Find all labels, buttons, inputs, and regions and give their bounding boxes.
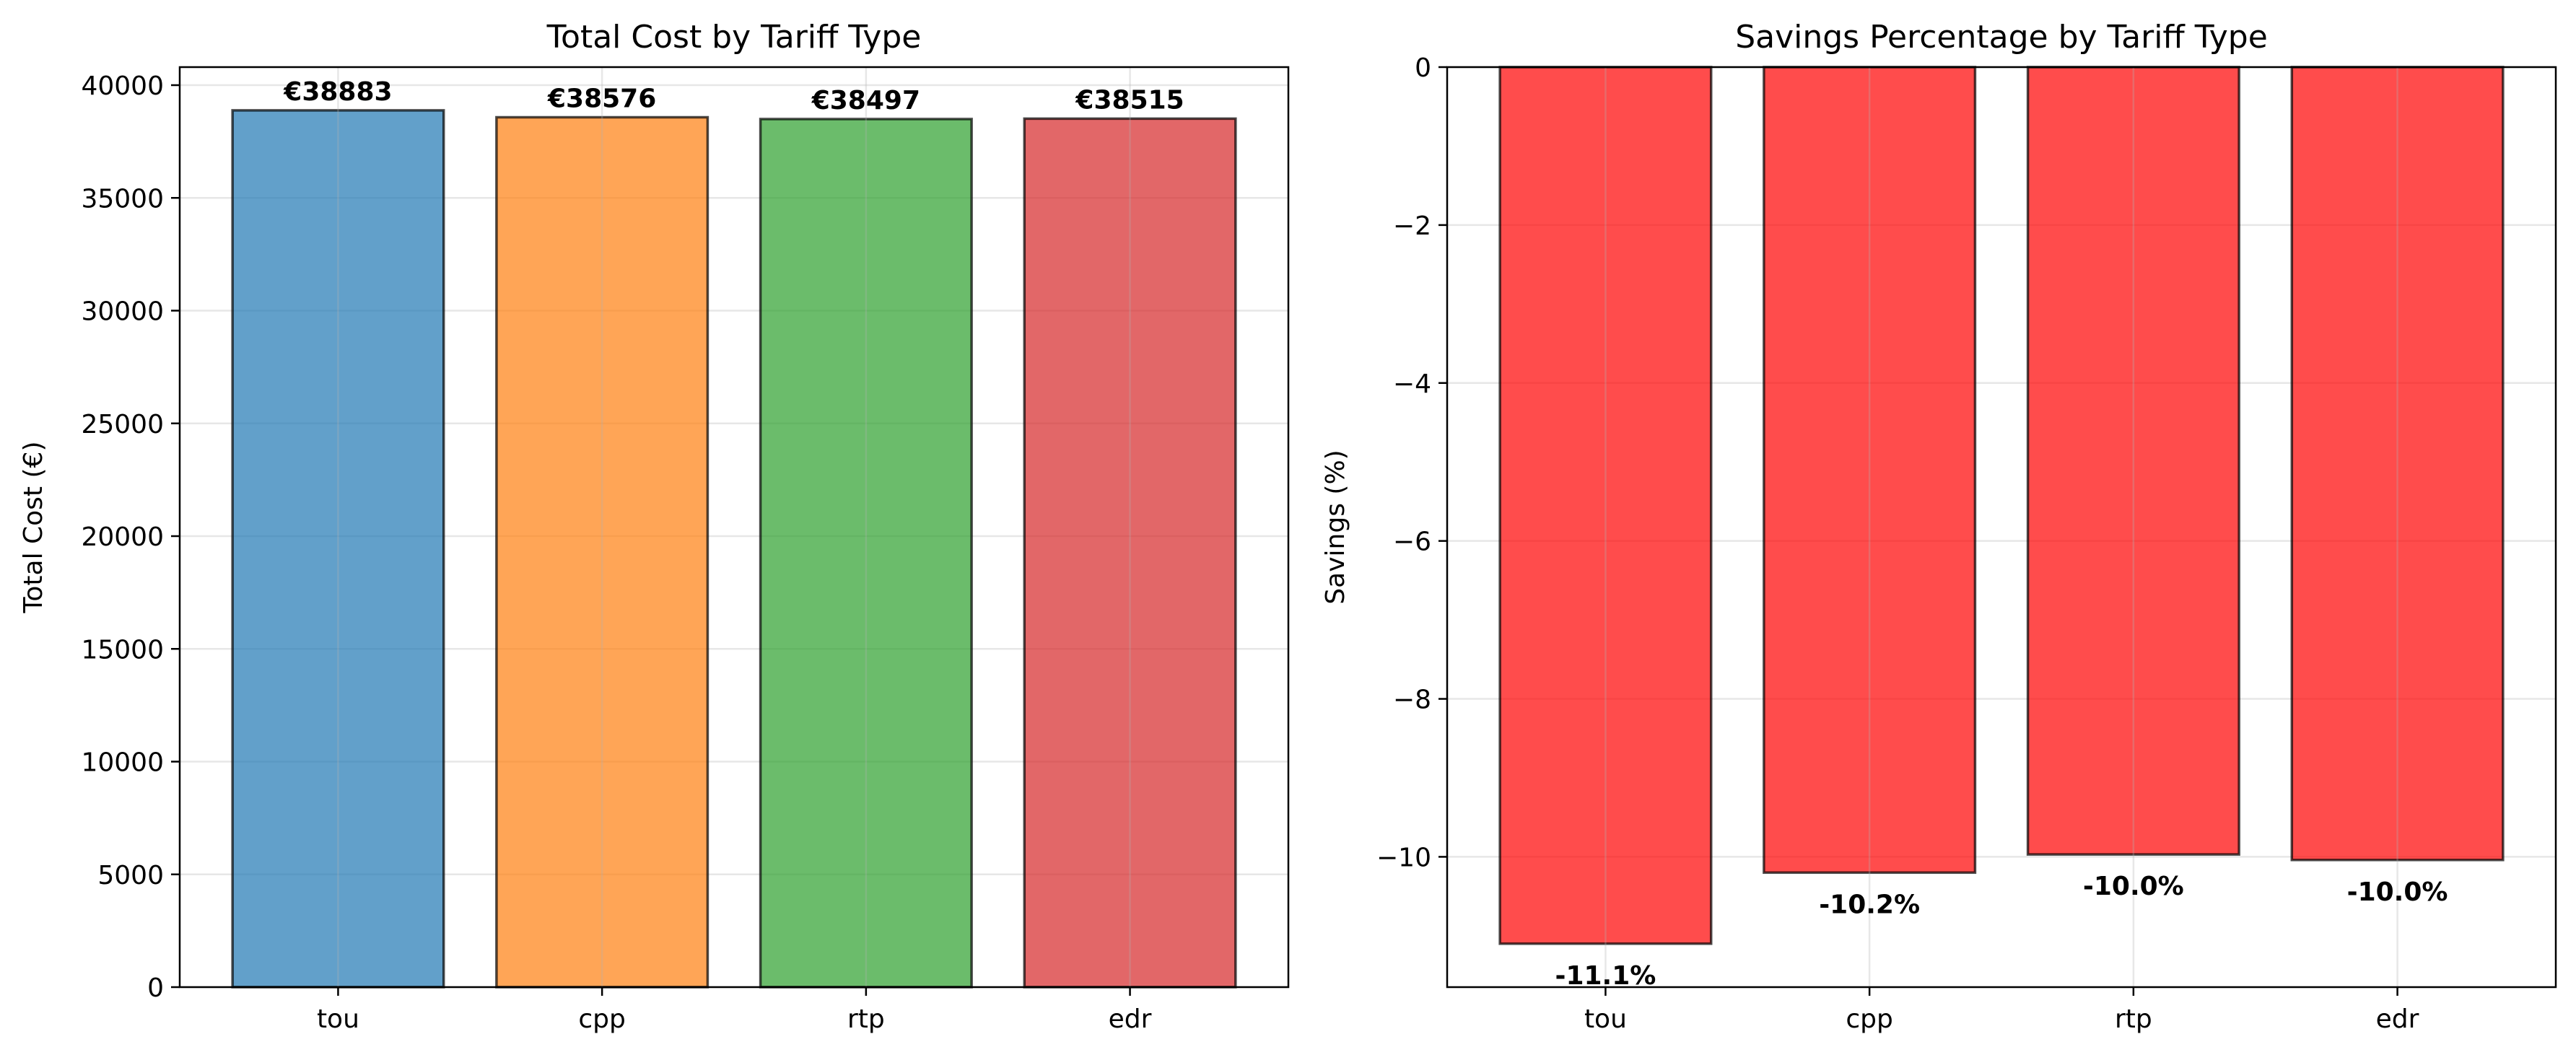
x-tick-label-cpp: cpp bbox=[578, 1004, 626, 1034]
value-label-edr: -10.0% bbox=[2347, 877, 2448, 907]
x-tick-label-tou: tou bbox=[317, 1004, 359, 1034]
y-tick-label: −2 bbox=[1393, 211, 1431, 241]
value-label-rtp: €38497 bbox=[811, 86, 920, 115]
value-label-tou: €38883 bbox=[283, 77, 392, 107]
y-tick-label: 0 bbox=[147, 973, 164, 1003]
bar-rtp bbox=[2026, 66, 2240, 856]
y-tick-label: −6 bbox=[1393, 527, 1431, 557]
x-tick-label-rtp: rtp bbox=[2115, 1004, 2152, 1034]
x-tick-label-cpp: cpp bbox=[1846, 1004, 1893, 1034]
y-tick-label: −4 bbox=[1393, 369, 1431, 399]
plot-frame bbox=[178, 66, 1290, 989]
y-tick-label: 5000 bbox=[97, 861, 164, 890]
y-tick-label: 35000 bbox=[81, 184, 164, 214]
bar-cpp bbox=[1763, 66, 1977, 875]
y-tick-label: 20000 bbox=[81, 522, 164, 552]
y-axis-label: Total Cost (€) bbox=[19, 442, 48, 614]
value-label-cpp: €38576 bbox=[547, 84, 656, 114]
y-tick-label: 10000 bbox=[81, 748, 164, 778]
x-tick-label-edr: edr bbox=[2376, 1004, 2419, 1034]
y-axis-label: Savings (%) bbox=[1321, 450, 1350, 604]
value-label-edr: €38515 bbox=[1075, 85, 1184, 115]
chart-title: Total Cost by Tariff Type bbox=[546, 19, 922, 56]
y-tick-label: 25000 bbox=[81, 410, 164, 439]
y-tick-label: −10 bbox=[1376, 843, 1431, 872]
bar-tou bbox=[231, 109, 445, 989]
savings-percentage-chart: -11.1% -10.2% -10.0% -10.0% 0 −2 −4 −6 −8 −10 tou c… bbox=[1321, 19, 2557, 1034]
value-label-rtp: -10.0% bbox=[2083, 872, 2184, 901]
value-label-tou: -11.1% bbox=[1555, 961, 1656, 991]
chart-title: Savings Percentage by Tariff Type bbox=[1735, 19, 2268, 56]
bar-tou bbox=[1498, 66, 1713, 945]
value-label-cpp: -10.2% bbox=[1819, 890, 1920, 919]
y-tick-label: −8 bbox=[1393, 686, 1431, 715]
total-cost-chart: €38883 €38576 €38497 €38515 0 5000 10000 15000 2… bbox=[19, 19, 1290, 1034]
x-tick-label-tou: tou bbox=[1584, 1004, 1627, 1034]
y-tick-label: 0 bbox=[1415, 53, 1431, 83]
x-tick-label-rtp: rtp bbox=[847, 1004, 885, 1034]
y-tick-label: 40000 bbox=[81, 71, 164, 101]
bar-edr bbox=[2290, 66, 2505, 862]
y-tick-label: 15000 bbox=[81, 635, 164, 665]
y-tick-label: 30000 bbox=[81, 297, 164, 327]
x-tick-label-edr: edr bbox=[1109, 1004, 1152, 1034]
plot-frame bbox=[1446, 66, 2557, 989]
